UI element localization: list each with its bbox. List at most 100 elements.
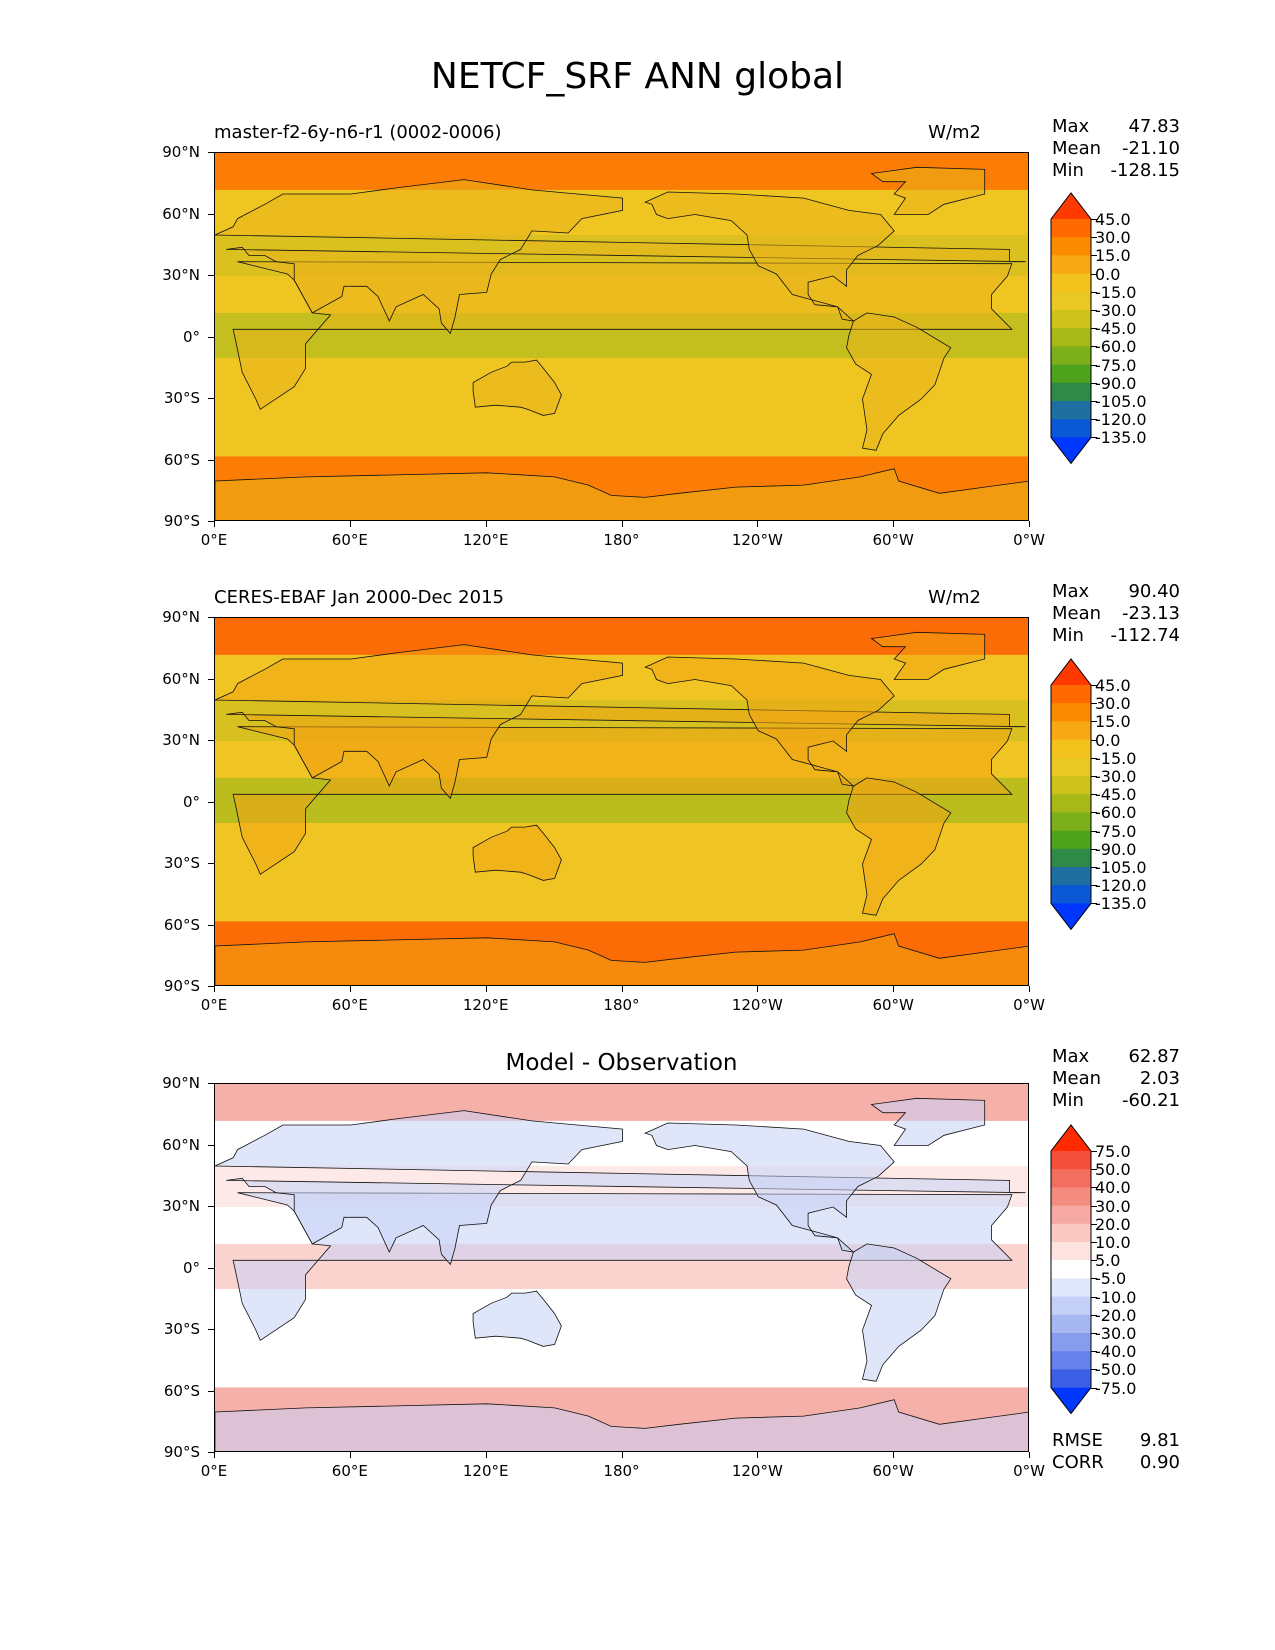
colorbar-extend-top	[1051, 193, 1091, 219]
error-stats-box: RMSE 9.81 CORR 0.90	[1052, 1430, 1180, 1474]
x-tick	[1029, 521, 1030, 527]
colorbar-tick	[1091, 794, 1097, 796]
colorbar-tick-label: -20.0	[1095, 1305, 1137, 1325]
stat-value: -23.13	[1121, 603, 1180, 624]
y-tick	[208, 863, 214, 864]
y-tick-label: 90°S	[163, 1443, 200, 1461]
y-tick-label: 60°S	[163, 1381, 200, 1400]
x-tick	[893, 1452, 895, 1458]
y-tick	[208, 1083, 214, 1084]
x-tick-label: 60°W	[872, 531, 914, 549]
y-tick-label: 90°N	[162, 1074, 200, 1092]
continent-outline	[846, 312, 952, 451]
colorbar-tick-label: -105.0	[1095, 858, 1147, 877]
stats-box: Max 62.87 Mean 2.03 Min -60.21	[1052, 1046, 1180, 1112]
colorbar-tick-label: -10.0	[1095, 1287, 1137, 1307]
y-tick-label: 60°S	[163, 915, 200, 934]
colorbar-segment	[1051, 703, 1091, 722]
colorbar-tick-label: 0.0	[1095, 730, 1121, 750]
colorbar-tick-label: 40.0	[1095, 1178, 1131, 1198]
y-tick	[208, 152, 214, 153]
colorbar-segment	[1051, 1369, 1091, 1389]
colorbar-segment	[1051, 1205, 1091, 1225]
stat-value: -128.15	[1110, 160, 1180, 181]
colorbar-tick-label: -135.0	[1095, 428, 1147, 448]
y-tick	[208, 1329, 214, 1330]
colorbar-tick	[1091, 1223, 1097, 1225]
stat-value: 0.90	[1139, 1452, 1180, 1473]
x-tick-label: 60°E	[331, 531, 368, 549]
colorbar-tick-label: -75.0	[1095, 355, 1137, 375]
colorbar-segment	[1051, 739, 1091, 759]
colorbar-segment	[1051, 1296, 1091, 1316]
x-tick	[621, 1452, 623, 1458]
colorbar-tick-label: -135.0	[1095, 894, 1147, 914]
y-tick-label: 60°N	[162, 1135, 200, 1154]
x-tick-label: 180°	[603, 531, 640, 549]
colorbar-tick	[1091, 885, 1097, 887]
x-tick	[485, 521, 487, 527]
x-tick-label: 0°W	[1013, 996, 1045, 1014]
continent-outline	[215, 933, 1028, 985]
stat-label: Mean	[1052, 138, 1102, 159]
colorbar-tick	[1091, 310, 1097, 311]
colorbar-tick-label: 50.0	[1095, 1160, 1131, 1180]
colorbar-svg	[1050, 192, 1092, 465]
continent-outline	[215, 1110, 1026, 1266]
x-tick	[349, 1452, 351, 1458]
stat-label: Min	[1052, 625, 1084, 646]
stat-label: Max	[1052, 581, 1090, 602]
stats-box: Max 47.83 Mean -21.10 Min -128.15	[1052, 116, 1180, 182]
colorbar-tick	[1091, 739, 1097, 741]
colorbar-extend-bottom	[1051, 437, 1091, 464]
colorbar-tick	[1091, 419, 1097, 421]
y-tick	[208, 336, 214, 338]
y-tick-label: 30°N	[162, 731, 200, 749]
x-tick-label: 120°W	[731, 1462, 783, 1480]
colorbar-tick	[1091, 1351, 1097, 1353]
colorbar-tick-label: -120.0	[1095, 876, 1147, 896]
colorbar-segment	[1051, 721, 1091, 741]
colorbar-extend-top	[1051, 659, 1091, 685]
x-tick	[1029, 986, 1030, 992]
panel-title-left: master-f2-6y-n6-r1 (0002-0006)	[214, 122, 502, 143]
colorbar-tick	[1091, 401, 1097, 402]
colorbar-tick-label: -5.0	[1095, 1269, 1127, 1289]
colorbar-tick-label: -45.0	[1095, 319, 1137, 339]
x-tick-label: 60°E	[331, 996, 368, 1014]
continent-outline	[472, 1290, 562, 1347]
colorbar-tick	[1091, 1260, 1097, 1262]
map-plot	[214, 152, 1029, 521]
colorbar-tick-label: -60.0	[1095, 337, 1137, 357]
colorbar-tick	[1091, 437, 1097, 439]
x-tick	[621, 986, 623, 992]
y-tick	[208, 1206, 214, 1207]
colorbar-tick	[1091, 382, 1097, 384]
y-tick-label: 30°N	[162, 266, 200, 284]
y-tick-label: 0°	[182, 327, 200, 346]
colorbar-segment	[1051, 1151, 1091, 1170]
x-tick-label: 0°W	[1013, 531, 1045, 549]
y-tick-label: 0°	[182, 792, 200, 811]
y-tick-label: 30°S	[163, 1320, 200, 1338]
colorbar-tick	[1091, 903, 1097, 905]
colorbar-tick	[1091, 1333, 1097, 1334]
y-tick-label: 90°N	[162, 608, 200, 626]
colorbar-tick-label: 10.0	[1095, 1233, 1131, 1252]
colorbar-segment	[1051, 1260, 1091, 1279]
x-tick-label: 120°W	[731, 531, 783, 549]
y-tick	[208, 213, 214, 215]
colorbar-tick-label: -15.0	[1095, 748, 1137, 768]
colorbar-tick-label: 30.0	[1095, 228, 1131, 248]
colorbar-tick	[1091, 291, 1097, 293]
x-tick-label: 60°W	[872, 1462, 914, 1480]
colorbar-tick	[1091, 1278, 1097, 1280]
x-tick	[621, 521, 623, 527]
x-tick-label: 120°E	[462, 531, 509, 549]
stat-value: 90.40	[1128, 581, 1180, 602]
y-tick	[208, 521, 214, 522]
panel-title-center: Model - Observation	[505, 1050, 738, 1076]
colorbar-tick	[1091, 1205, 1097, 1207]
colorbar-tick-label: -90.0	[1095, 839, 1137, 859]
colorbar-tick-label: -75.0	[1095, 821, 1137, 841]
